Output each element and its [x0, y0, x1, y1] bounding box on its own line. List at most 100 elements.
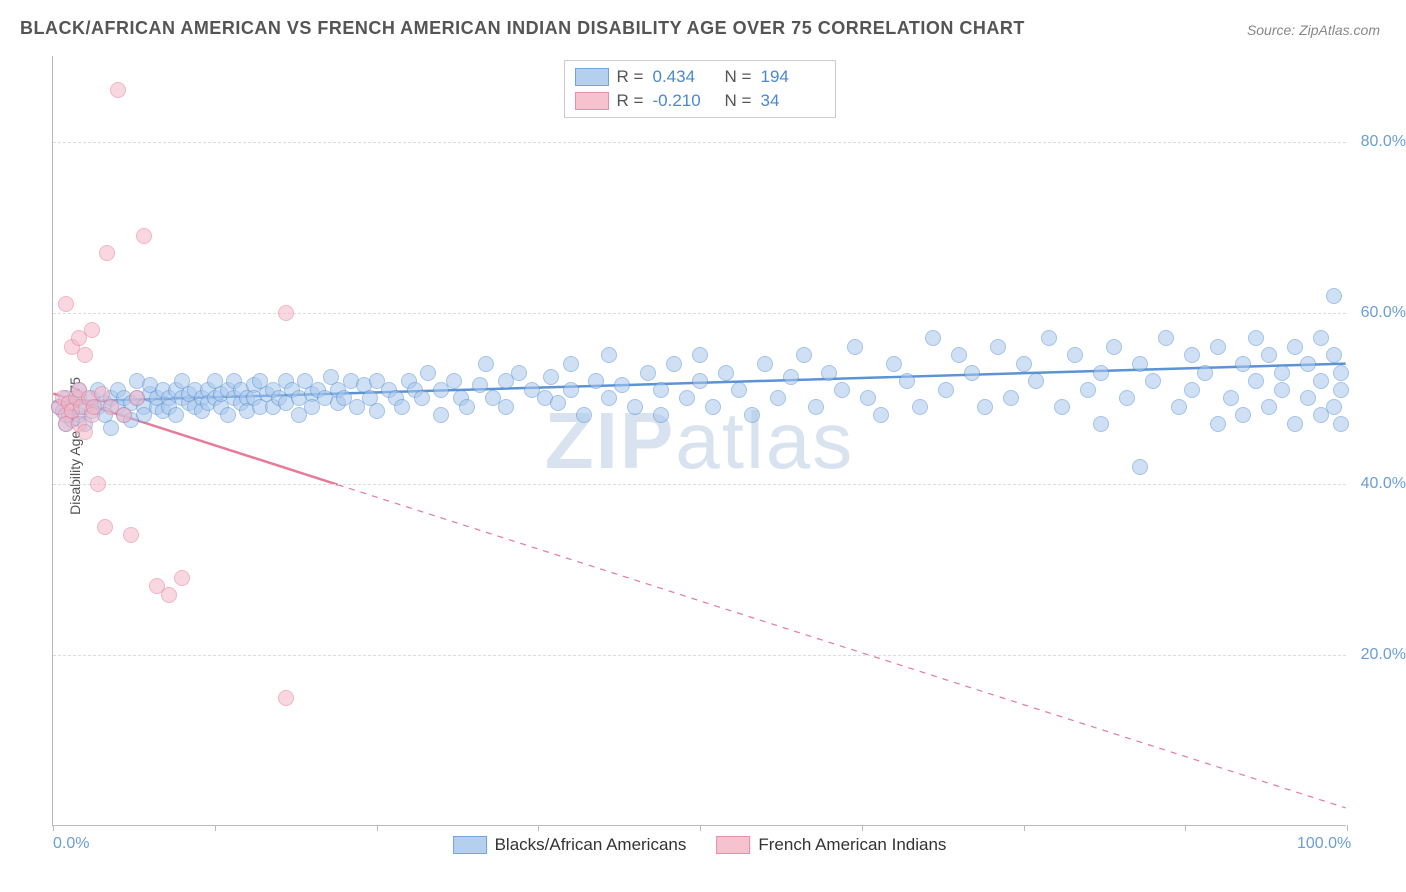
data-point	[433, 407, 449, 423]
data-point	[1028, 373, 1044, 389]
data-point	[394, 399, 410, 415]
data-point	[990, 339, 1006, 355]
legend-R-label: R =	[617, 67, 645, 87]
data-point	[1184, 382, 1200, 398]
data-point	[1287, 416, 1303, 432]
correlation-legend-row: R =-0.210N =34	[575, 89, 825, 113]
plot-area: ZIPatlas R =0.434N =194R =-0.210N =34 Bl…	[52, 56, 1346, 826]
data-point	[653, 407, 669, 423]
legend-N-label: N =	[725, 67, 753, 87]
data-point	[964, 365, 980, 381]
data-point	[459, 399, 475, 415]
data-point	[1326, 347, 1342, 363]
data-point	[666, 356, 682, 372]
legend-N-value: 194	[761, 67, 825, 87]
data-point	[627, 399, 643, 415]
data-point	[1248, 330, 1264, 346]
gridline	[53, 655, 1346, 656]
data-point	[1235, 356, 1251, 372]
y-tick-label: 40.0%	[1361, 475, 1406, 493]
data-point	[692, 373, 708, 389]
data-point	[478, 356, 494, 372]
data-point	[550, 395, 566, 411]
data-point	[1210, 339, 1226, 355]
regression-line-dashed	[338, 485, 1346, 808]
data-point	[1326, 399, 1342, 415]
data-point	[1261, 399, 1277, 415]
y-tick-label: 20.0%	[1361, 646, 1406, 664]
data-point	[129, 390, 145, 406]
data-point	[1210, 416, 1226, 432]
data-point	[808, 399, 824, 415]
data-point	[1003, 390, 1019, 406]
data-point	[886, 356, 902, 372]
data-point	[977, 399, 993, 415]
data-point	[446, 373, 462, 389]
data-point	[1106, 339, 1122, 355]
data-point	[834, 382, 850, 398]
data-point	[1041, 330, 1057, 346]
data-point	[692, 347, 708, 363]
data-point	[640, 365, 656, 381]
data-point	[1132, 356, 1148, 372]
x-tick-label: 100.0%	[1297, 835, 1351, 853]
data-point	[1326, 288, 1342, 304]
data-point	[1054, 399, 1070, 415]
x-tick	[538, 825, 539, 831]
series-legend-label: Blacks/African Americans	[495, 835, 687, 855]
x-tick	[53, 825, 54, 831]
data-point	[1248, 373, 1264, 389]
series-legend-label: French American Indians	[758, 835, 946, 855]
data-point	[718, 365, 734, 381]
data-point	[77, 424, 93, 440]
data-point	[576, 407, 592, 423]
y-tick-label: 60.0%	[1361, 304, 1406, 322]
data-point	[1016, 356, 1032, 372]
data-point	[1261, 347, 1277, 363]
x-tick	[700, 825, 701, 831]
x-tick-label: 0.0%	[53, 835, 89, 853]
data-point	[77, 347, 93, 363]
data-point	[614, 377, 630, 393]
chart-title: BLACK/AFRICAN AMERICAN VS FRENCH AMERICA…	[20, 18, 1025, 39]
regression-lines-svg	[53, 56, 1346, 825]
x-tick	[862, 825, 863, 831]
series-legend: Blacks/African Americans French American …	[453, 835, 947, 855]
data-point	[1333, 382, 1349, 398]
gridline	[53, 313, 1346, 314]
x-tick	[215, 825, 216, 831]
data-point	[1197, 365, 1213, 381]
data-point	[369, 403, 385, 419]
data-point	[1313, 373, 1329, 389]
data-point	[123, 527, 139, 543]
data-point	[97, 519, 113, 535]
data-point	[757, 356, 773, 372]
gridline	[53, 484, 1346, 485]
data-point	[731, 382, 747, 398]
data-point	[938, 382, 954, 398]
data-point	[84, 322, 100, 338]
data-point	[498, 399, 514, 415]
gridline	[53, 142, 1346, 143]
data-point	[1119, 390, 1135, 406]
data-point	[99, 245, 115, 261]
data-point	[1333, 365, 1349, 381]
legend-swatch	[575, 68, 609, 86]
x-tick	[377, 825, 378, 831]
data-point	[1274, 382, 1290, 398]
legend-N-label: N =	[725, 91, 753, 111]
data-point	[1333, 416, 1349, 432]
series-legend-item: French American Indians	[716, 835, 946, 855]
data-point	[1093, 416, 1109, 432]
data-point	[168, 407, 184, 423]
legend-swatch	[453, 836, 487, 854]
data-point	[899, 373, 915, 389]
data-point	[110, 82, 126, 98]
data-point	[116, 407, 132, 423]
data-point	[414, 390, 430, 406]
data-point	[1235, 407, 1251, 423]
legend-R-label: R =	[617, 91, 645, 111]
data-point	[744, 407, 760, 423]
data-point	[472, 377, 488, 393]
data-point	[511, 365, 527, 381]
